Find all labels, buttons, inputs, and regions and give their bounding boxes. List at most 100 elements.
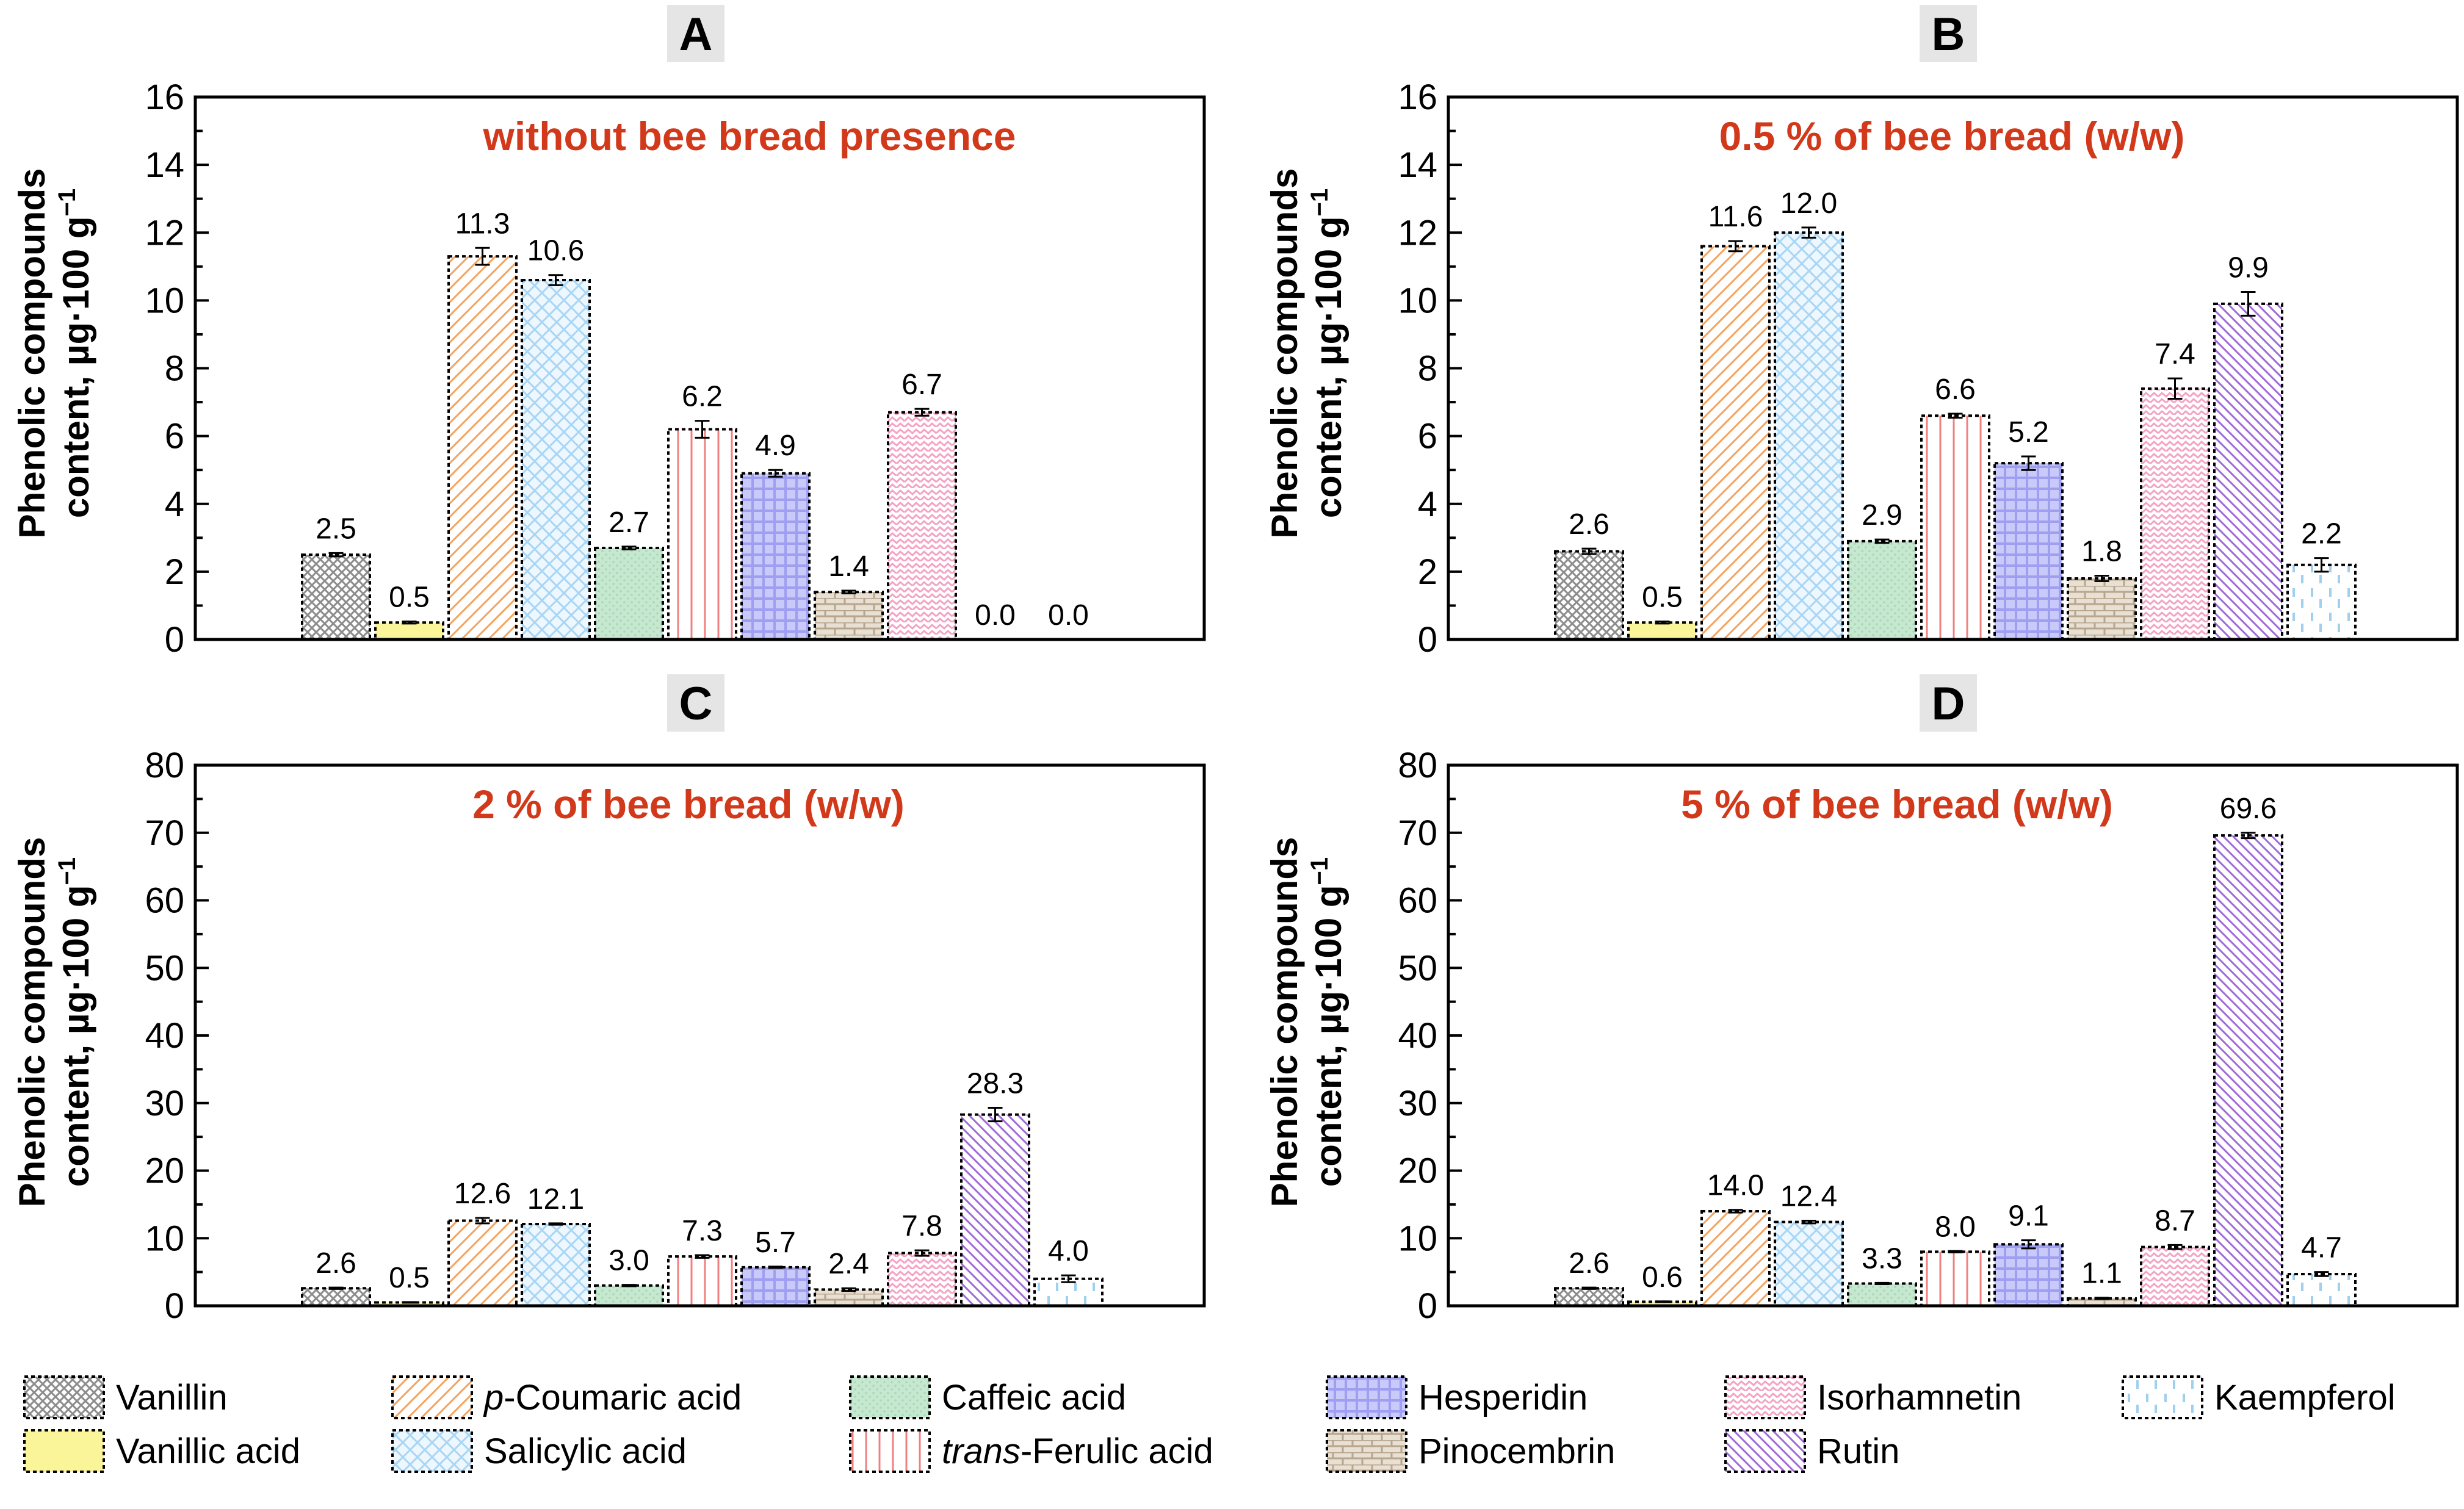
panel-c-bar-pinocembrin [814,1288,884,1307]
panel-d-data-label-trans-ferulic-acid: 8.0 [1935,1211,1976,1243]
panel-a-bar-caffeic-acid [594,546,664,641]
panel-b-error-bar-p-coumaric-acid [1728,240,1743,253]
panel-a-y-tick-label: 14 [145,145,184,185]
panel-b-y-axis-label-line1: Phenolic compounds [1264,168,1305,539]
panel-a-data-label-trans-ferulic-acid: 6.2 [682,381,723,413]
panel-c-bar-isorhamnetin [887,1251,957,1307]
panel-b-data-label-caffeic-acid: 2.9 [1862,499,1902,531]
legend: Vanillin Vanillic acid p-Coumaric acid Sali… [23,1375,2396,1473]
panel-c-error-bar-kaempferol [1061,1274,1076,1283]
legend-item-caffeic-acid-swatch [849,1375,931,1419]
panel-d-subtitle: 5 % of bee bread (w/w) [1681,782,2113,827]
panel-c-data-label-hesperidin: 5.7 [755,1226,796,1259]
panel-b-chart: B 0.5 % of bee bread (w/w) Phenolic comp… [1264,5,2459,660]
legend-item-kaempferol-label: Kaempferol [2214,1378,2396,1417]
panel-d-error-bar-hesperidin [2021,1239,2036,1250]
panel-a-data-label-vanillic-acid: 0.5 [389,582,430,614]
panel-b-y-tick-label: 10 [1398,281,1437,320]
panel-c-subtitle: 2 % of bee bread (w/w) [472,782,905,827]
panel-a-label: A [679,9,713,60]
panel-b-bar-trans-ferulic-acid [1920,414,1990,641]
panel-a-y-tick-label: 0 [165,620,184,660]
panel-c-data-label-isorhamnetin: 7.8 [901,1210,942,1242]
panel-d-bar-salicylic-acid [1774,1220,1844,1308]
panel-c-data-label-salicylic-acid: 12.1 [527,1183,584,1215]
panel-b-data-label-salicylic-acid: 12.0 [1780,187,1837,220]
panel-b-bar-vanillic-acid [1627,621,1697,641]
panel-c-y-tick-label: 50 [145,948,184,988]
panel-a-y-tick-label: 6 [165,417,184,456]
panel-b-data-label-vanillic-acid: 0.5 [1642,582,1683,614]
panel-a-error-bar-salicylic-acid [548,274,563,286]
panel-c-data-label-p-coumaric-acid: 12.6 [454,1178,511,1210]
panel-b-error-bar-trans-ferulic-acid [1948,412,1963,419]
panel-a-data-label-p-coumaric-acid: 11.3 [455,207,510,240]
panel-d-y-tick-label: 20 [1398,1151,1437,1191]
panel-c-error-bar-salicylic-acid [548,1222,563,1226]
panel-c-bar-vanillin [301,1287,371,1308]
panel-c-data-label-vanillic-acid: 0.5 [389,1262,430,1294]
panel-c-label-bg [667,674,724,732]
panel-d-data-label-isorhamnetin: 8.7 [2155,1205,2195,1237]
panel-c-y-tick-label: 60 [145,881,184,921]
panel-a-y-axis-label: Phenolic compounds content, µg·100 g−1 [12,168,96,539]
panel-d-y-axis-label: Phenolic compounds content, µg·100 g−1 [1264,837,1349,1208]
legend-item-vanillic-acid-swatch [23,1429,105,1473]
panel-d-bar-hesperidin [1993,1243,2064,1308]
panel-a-error-bar-vanillin [328,552,344,558]
panel-d-bar-caffeic-acid [1847,1282,1917,1307]
panel-d-y-tick-label: 80 [1398,746,1437,785]
panel-c-bar-rutin [960,1113,1030,1307]
panel-a-data-label-hesperidin: 4.9 [755,430,796,462]
legend-item-pinocembrin-swatch [1326,1429,1407,1473]
panel-d-plot-area: 0 10 20 30 40 50 60 70 80 2.6 0.6 14.0 12.4 3.3 8.0 9.1… [1398,746,2357,1326]
panel-c-plot-area: 0 10 20 30 40 50 60 70 80 2.6 0.5 12.6 12.1 3.0 7.3 5.7… [145,746,1104,1326]
panel-b-data-label-p-coumaric-acid: 11.6 [1708,201,1763,233]
panel-b-data-label-hesperidin: 5.2 [2008,416,2049,448]
panel-c-bar-hesperidin [740,1266,811,1308]
panel-a-error-bar-isorhamnetin [914,408,930,417]
panel-b-y-tick-label: 2 [1418,552,1437,592]
panel-b-error-bar-vanillic-acid [1655,621,1670,625]
legend-item-salicylic-acid-swatch [391,1429,473,1473]
panel-b-error-bar-caffeic-acid [1874,538,1890,544]
legend-item-rutin-swatch [1724,1429,1806,1473]
panel-d-error-bar-trans-ferulic-acid [1948,1250,1963,1254]
panel-b-data-label-pinocembrin: 1.8 [2081,536,2122,568]
legend-item-hesperidin-swatch [1326,1375,1407,1419]
panel-d-error-bar-p-coumaric-acid [1728,1209,1743,1214]
panel-b-y-tick-label: 0 [1418,620,1437,660]
panel-b-data-label-isorhamnetin: 7.4 [2155,338,2195,370]
panel-b-y-axis-label-line2: content, µg·100 g−1 [1306,189,1349,518]
panel-c-error-bar-rutin [988,1107,1003,1123]
panel-a-error-bar-vanillic-acid [402,621,417,625]
panel-d-bar-trans-ferulic-acid [1920,1250,1990,1307]
panel-b-error-bar-hesperidin [2021,455,2036,471]
panel-b-data-label-trans-ferulic-acid: 6.6 [1935,373,1976,406]
panel-c-axes-frame [193,763,1206,1308]
panel-b-y-tick-label: 16 [1398,77,1437,117]
legend-item-p-coumaric-acid-swatch [391,1375,473,1419]
panel-a-data-label-isorhamnetin: 6.7 [901,369,942,401]
panel-d-y-tick-label: 0 [1418,1286,1437,1326]
panel-d-y-tick-label: 10 [1398,1219,1437,1258]
legend-item-rutin-label: Rutin [1817,1432,1899,1471]
panel-a-y-axis-label-line1: Phenolic compounds [12,168,52,539]
panel-a-data-label-caffeic-acid: 2.7 [609,506,649,539]
panel-d-data-label-p-coumaric-acid: 14.0 [1707,1170,1764,1202]
panel-c-data-label-pinocembrin: 2.4 [828,1248,869,1280]
panel-b-y-tick-label: 12 [1398,213,1437,253]
panel-b-plot-area: 0 2 4 6 8 10 12 14 16 2.6 0.5 11.6 12.0 2.9 6.6 5.2 1.8 7… [1398,77,2357,660]
panel-d-data-label-rutin: 69.6 [2220,793,2277,825]
panel-a-error-bar-hesperidin [768,469,783,478]
panel-b-axes-frame [1447,95,2459,641]
panel-d-data-label-pinocembrin: 1.1 [2081,1258,2122,1290]
panel-a-y-axis-label-line2: content, µg·100 g−1 [54,189,96,518]
panel-a-data-label-salicylic-acid: 10.6 [527,235,584,267]
panel-a-plot-area: 0 2 4 6 8 10 12 14 16 2.5 0.5 11.3 10.6 2.7 6.2 4.9 1.4 6… [145,77,1088,660]
panel-d-y-axis-label-line1: Phenolic compounds [1264,837,1305,1208]
panel-c-error-bar-vanillic-acid [402,1301,417,1304]
panel-c-y-tick-label: 20 [145,1151,184,1191]
panel-c-y-axis-label-line2: content, µg·100 g−1 [54,857,96,1187]
panel-d-data-label-kaempferol: 4.7 [2301,1232,2342,1264]
